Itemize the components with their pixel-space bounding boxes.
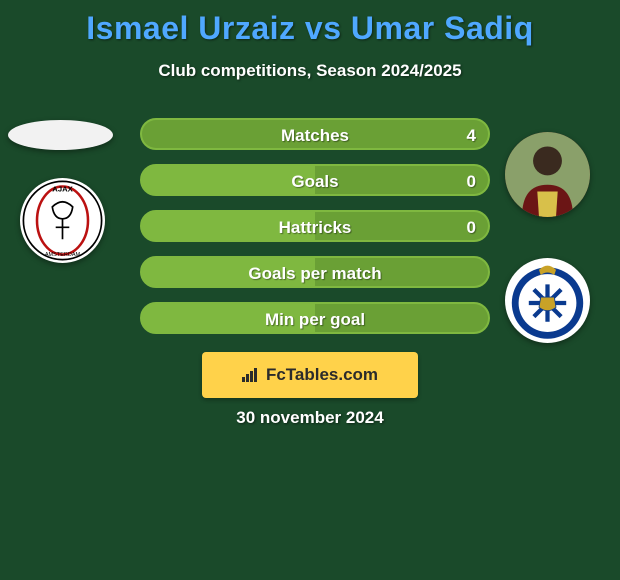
brand-footer[interactable]: FcTables.com bbox=[202, 352, 418, 398]
stat-row: Goals per match bbox=[140, 256, 490, 288]
page-subtitle: Club competitions, Season 2024/2025 bbox=[0, 61, 620, 81]
stat-label: Min per goal bbox=[265, 310, 365, 329]
ajax-crest-icon: AJAX AMSTERDAM bbox=[20, 178, 105, 263]
real-sociedad-crest-icon bbox=[505, 258, 590, 343]
page-title: Ismael Urzaiz vs Umar Sadiq bbox=[0, 0, 620, 47]
stat-value-right: 0 bbox=[467, 212, 476, 244]
stat-fill-left bbox=[142, 166, 315, 194]
stat-value-right: 4 bbox=[467, 120, 476, 152]
stat-label: Hattricks bbox=[279, 218, 352, 237]
stat-row: Matches 4 bbox=[140, 118, 490, 150]
player-left-avatar bbox=[8, 120, 113, 150]
stat-row: Goals 0 bbox=[140, 164, 490, 196]
stats-list: Matches 4 Goals 0 Hattricks 0 Goals per match M… bbox=[140, 118, 490, 348]
club-badge-left: AJAX AMSTERDAM bbox=[20, 178, 105, 263]
stat-row: Hattricks 0 bbox=[140, 210, 490, 242]
stat-row: Min per goal bbox=[140, 302, 490, 334]
stat-value-right: 0 bbox=[467, 166, 476, 198]
svg-text:AMSTERDAM: AMSTERDAM bbox=[45, 252, 81, 258]
player-right-avatar bbox=[505, 132, 590, 217]
club-badge-right bbox=[505, 258, 590, 343]
comparison-card: Ismael Urzaiz vs Umar Sadiq Club competi… bbox=[0, 0, 620, 580]
player-right-silhouette bbox=[505, 132, 590, 217]
stat-label: Goals per match bbox=[248, 264, 381, 283]
svg-text:AJAX: AJAX bbox=[52, 185, 73, 194]
stat-label: Matches bbox=[281, 126, 349, 145]
bar-chart-icon bbox=[242, 368, 260, 382]
footer-date: 30 november 2024 bbox=[0, 408, 620, 428]
stat-fill-right bbox=[315, 166, 488, 194]
brand-label: FcTables.com bbox=[266, 365, 378, 385]
stat-label: Goals bbox=[291, 172, 338, 191]
